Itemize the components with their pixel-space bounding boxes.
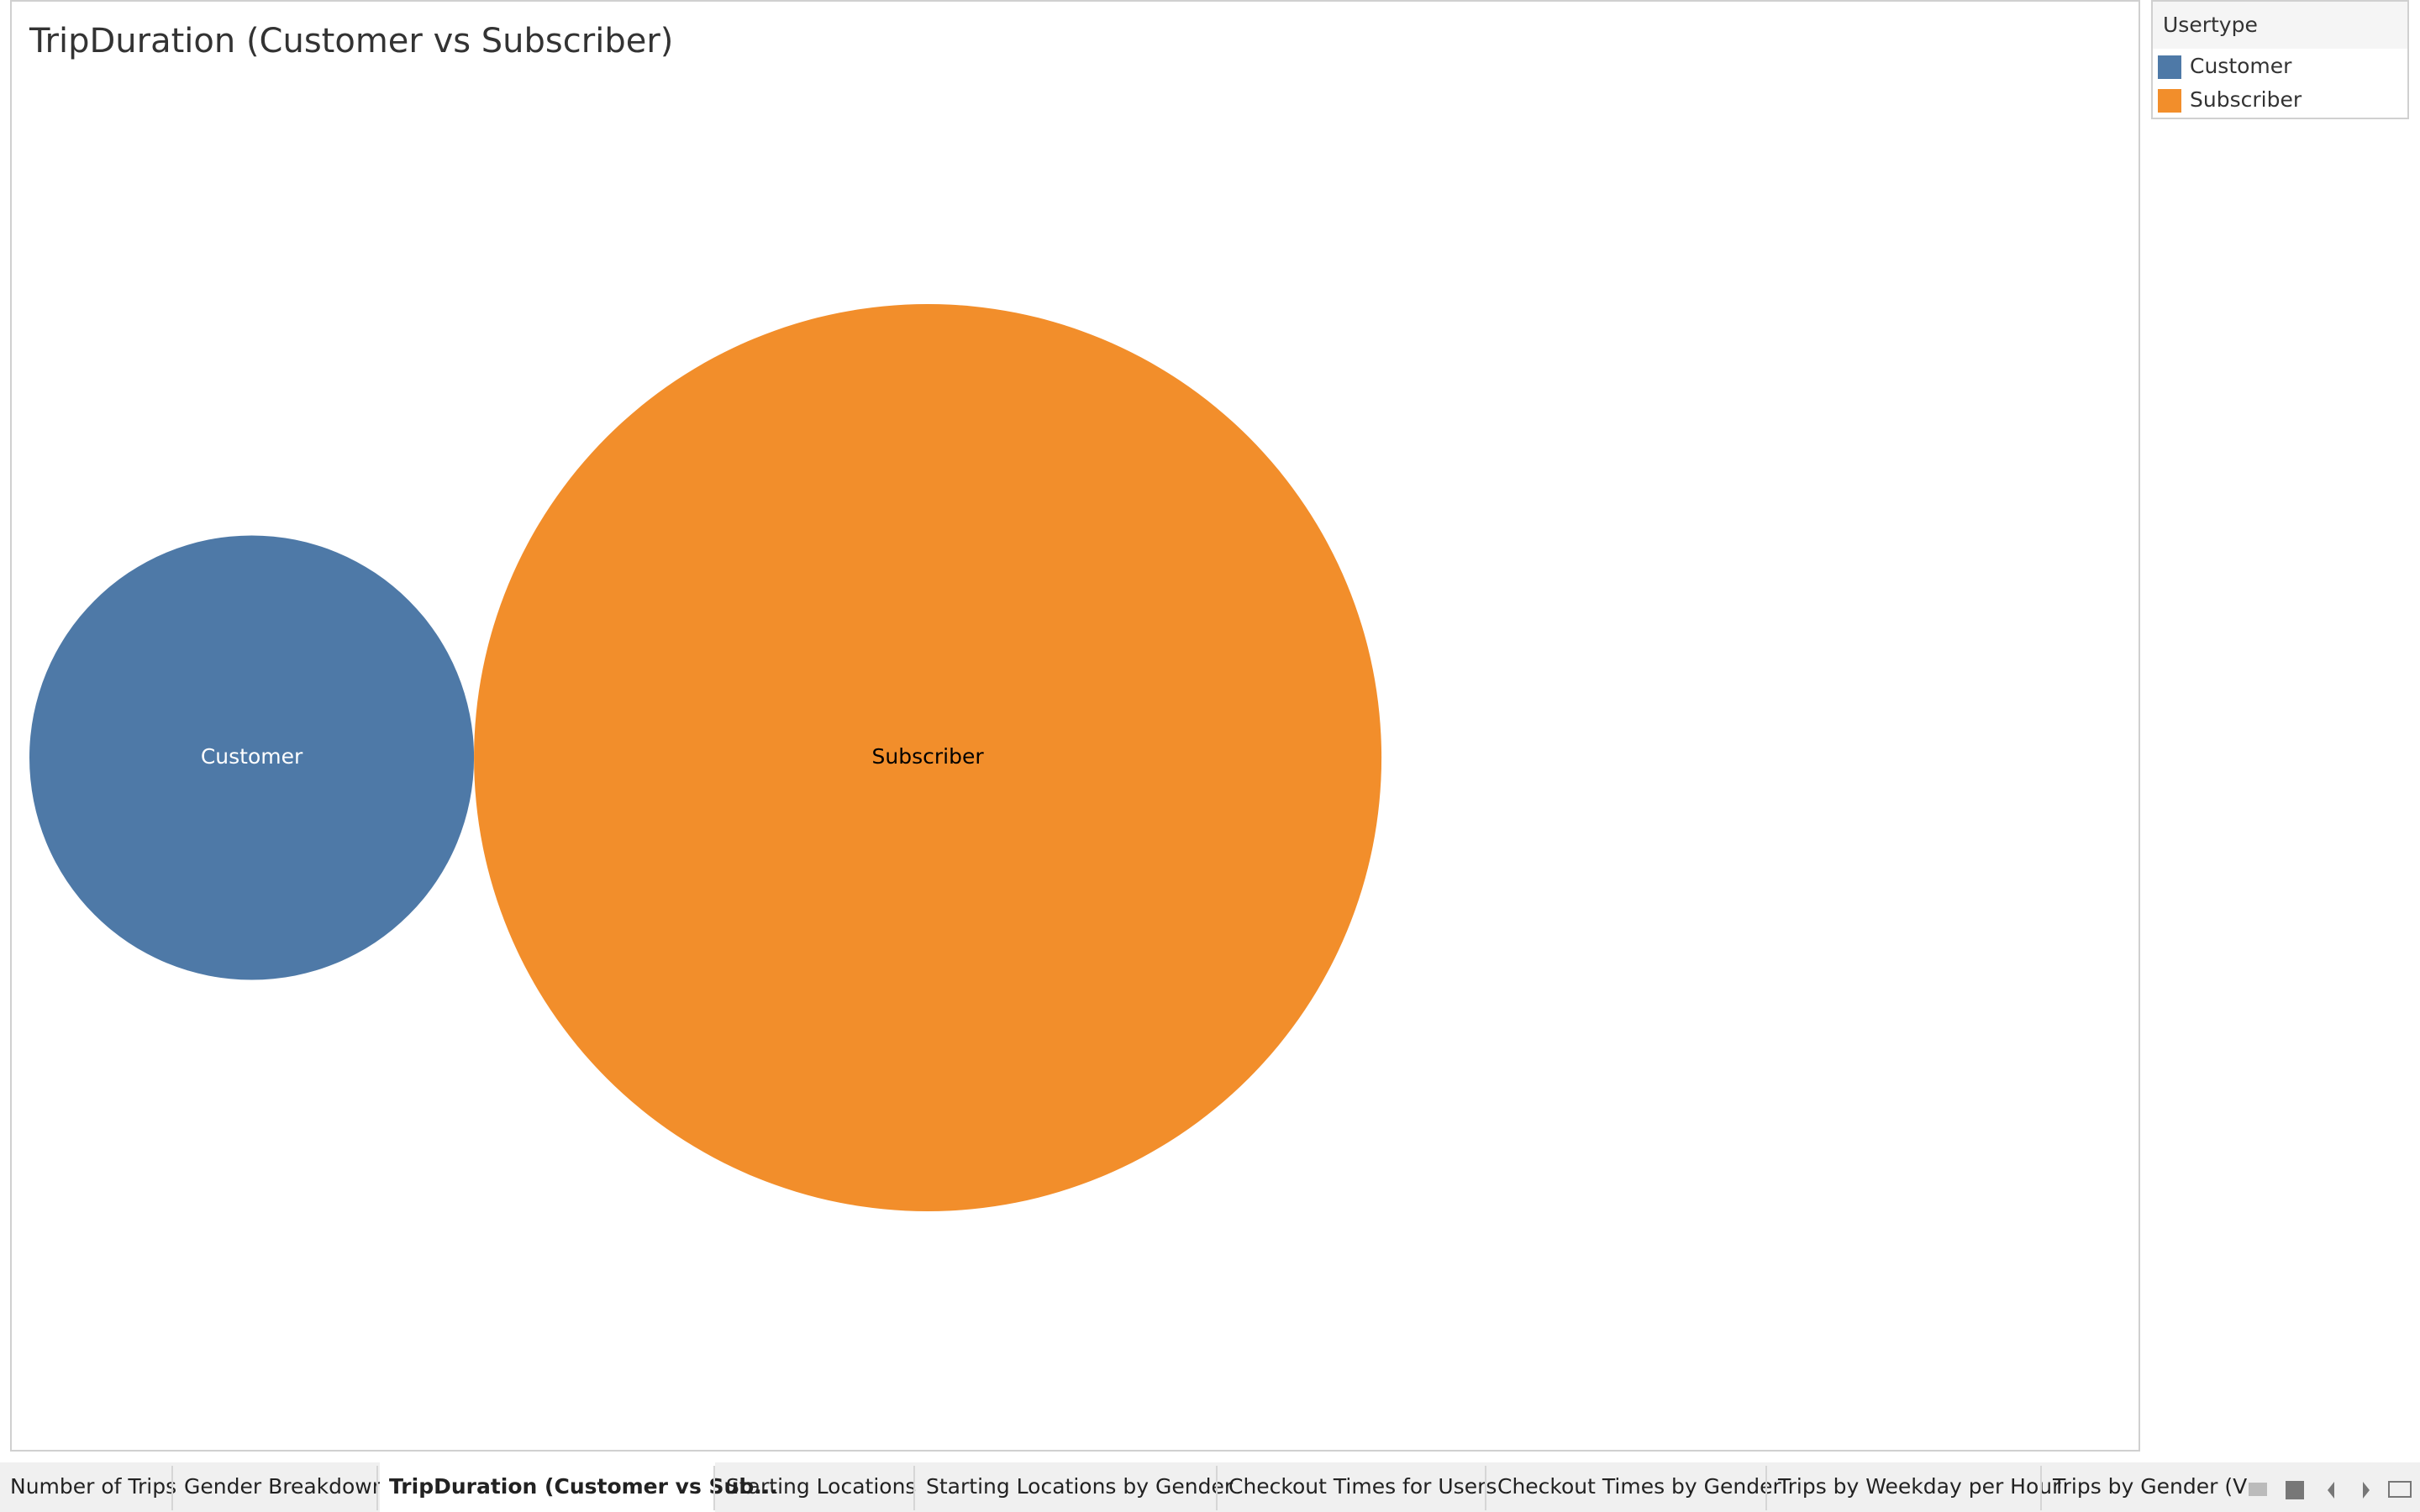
nav-icons: [2249, 1481, 2412, 1499]
bubble[interactable]: [474, 304, 1382, 1211]
icon[interactable]: [2249, 1483, 2267, 1496]
bubble[interactable]: [29, 535, 475, 980]
tab[interactable]: Gender Breakdown: [184, 1474, 386, 1499]
legend-title: Usertype: [2163, 13, 2258, 37]
tab[interactable]: Trips by Gender (V: [2052, 1474, 2247, 1499]
tab[interactable]: Starting Locations by Gender: [926, 1474, 1234, 1499]
tab[interactable]: Number of Trips: [10, 1474, 176, 1499]
legend-header: [2153, 2, 2407, 49]
legend-label[interactable]: Customer: [2190, 54, 2292, 78]
tab[interactable]: Checkout Times for Users: [1228, 1474, 1497, 1499]
legend-swatch: [2158, 89, 2181, 113]
tab[interactable]: TripDuration (Customer vs Sub...: [389, 1474, 778, 1499]
tab[interactable]: Checkout Times by Gender: [1497, 1474, 1782, 1499]
icon[interactable]: [2328, 1482, 2334, 1499]
icon[interactable]: [2363, 1482, 2370, 1499]
tab[interactable]: Trips by Weekday per Hour: [1777, 1474, 2061, 1499]
legend-label[interactable]: Subscriber: [2190, 87, 2302, 112]
chart-title: TripDuration (Customer vs Subscriber): [29, 22, 673, 60]
active-tab: [380, 1462, 715, 1512]
tab[interactable]: Starting Locations: [726, 1474, 916, 1499]
legend-swatch: [2158, 55, 2181, 79]
bubble-label: Subscriber: [872, 744, 985, 769]
icon[interactable]: [2286, 1481, 2304, 1499]
icon[interactable]: [2388, 1481, 2412, 1498]
bubble-label: Customer: [201, 744, 303, 769]
